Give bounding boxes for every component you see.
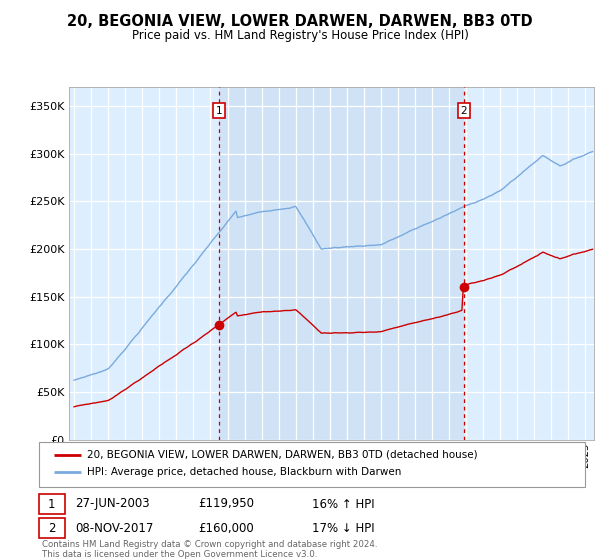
Text: 2: 2 — [48, 521, 56, 535]
Text: 20, BEGONIA VIEW, LOWER DARWEN, DARWEN, BB3 0TD (detached house): 20, BEGONIA VIEW, LOWER DARWEN, DARWEN, … — [87, 450, 478, 460]
Text: 16% ↑ HPI: 16% ↑ HPI — [312, 497, 374, 511]
Bar — [219, 87, 464, 440]
Text: This data is licensed under the Open Government Licence v3.0.: This data is licensed under the Open Gov… — [42, 550, 317, 559]
Text: £160,000: £160,000 — [198, 521, 254, 535]
Text: £119,950: £119,950 — [198, 497, 254, 511]
Text: Contains HM Land Registry data © Crown copyright and database right 2024.: Contains HM Land Registry data © Crown c… — [42, 540, 377, 549]
Text: 1: 1 — [215, 106, 223, 116]
Text: HPI: Average price, detached house, Blackburn with Darwen: HPI: Average price, detached house, Blac… — [87, 466, 401, 477]
Text: 1: 1 — [48, 497, 56, 511]
Text: Price paid vs. HM Land Registry's House Price Index (HPI): Price paid vs. HM Land Registry's House … — [131, 29, 469, 42]
Text: 20, BEGONIA VIEW, LOWER DARWEN, DARWEN, BB3 0TD: 20, BEGONIA VIEW, LOWER DARWEN, DARWEN, … — [67, 14, 533, 29]
Text: 2: 2 — [460, 106, 467, 116]
Text: 27-JUN-2003: 27-JUN-2003 — [75, 497, 149, 511]
Text: 08-NOV-2017: 08-NOV-2017 — [75, 521, 154, 535]
Text: 17% ↓ HPI: 17% ↓ HPI — [312, 521, 374, 535]
